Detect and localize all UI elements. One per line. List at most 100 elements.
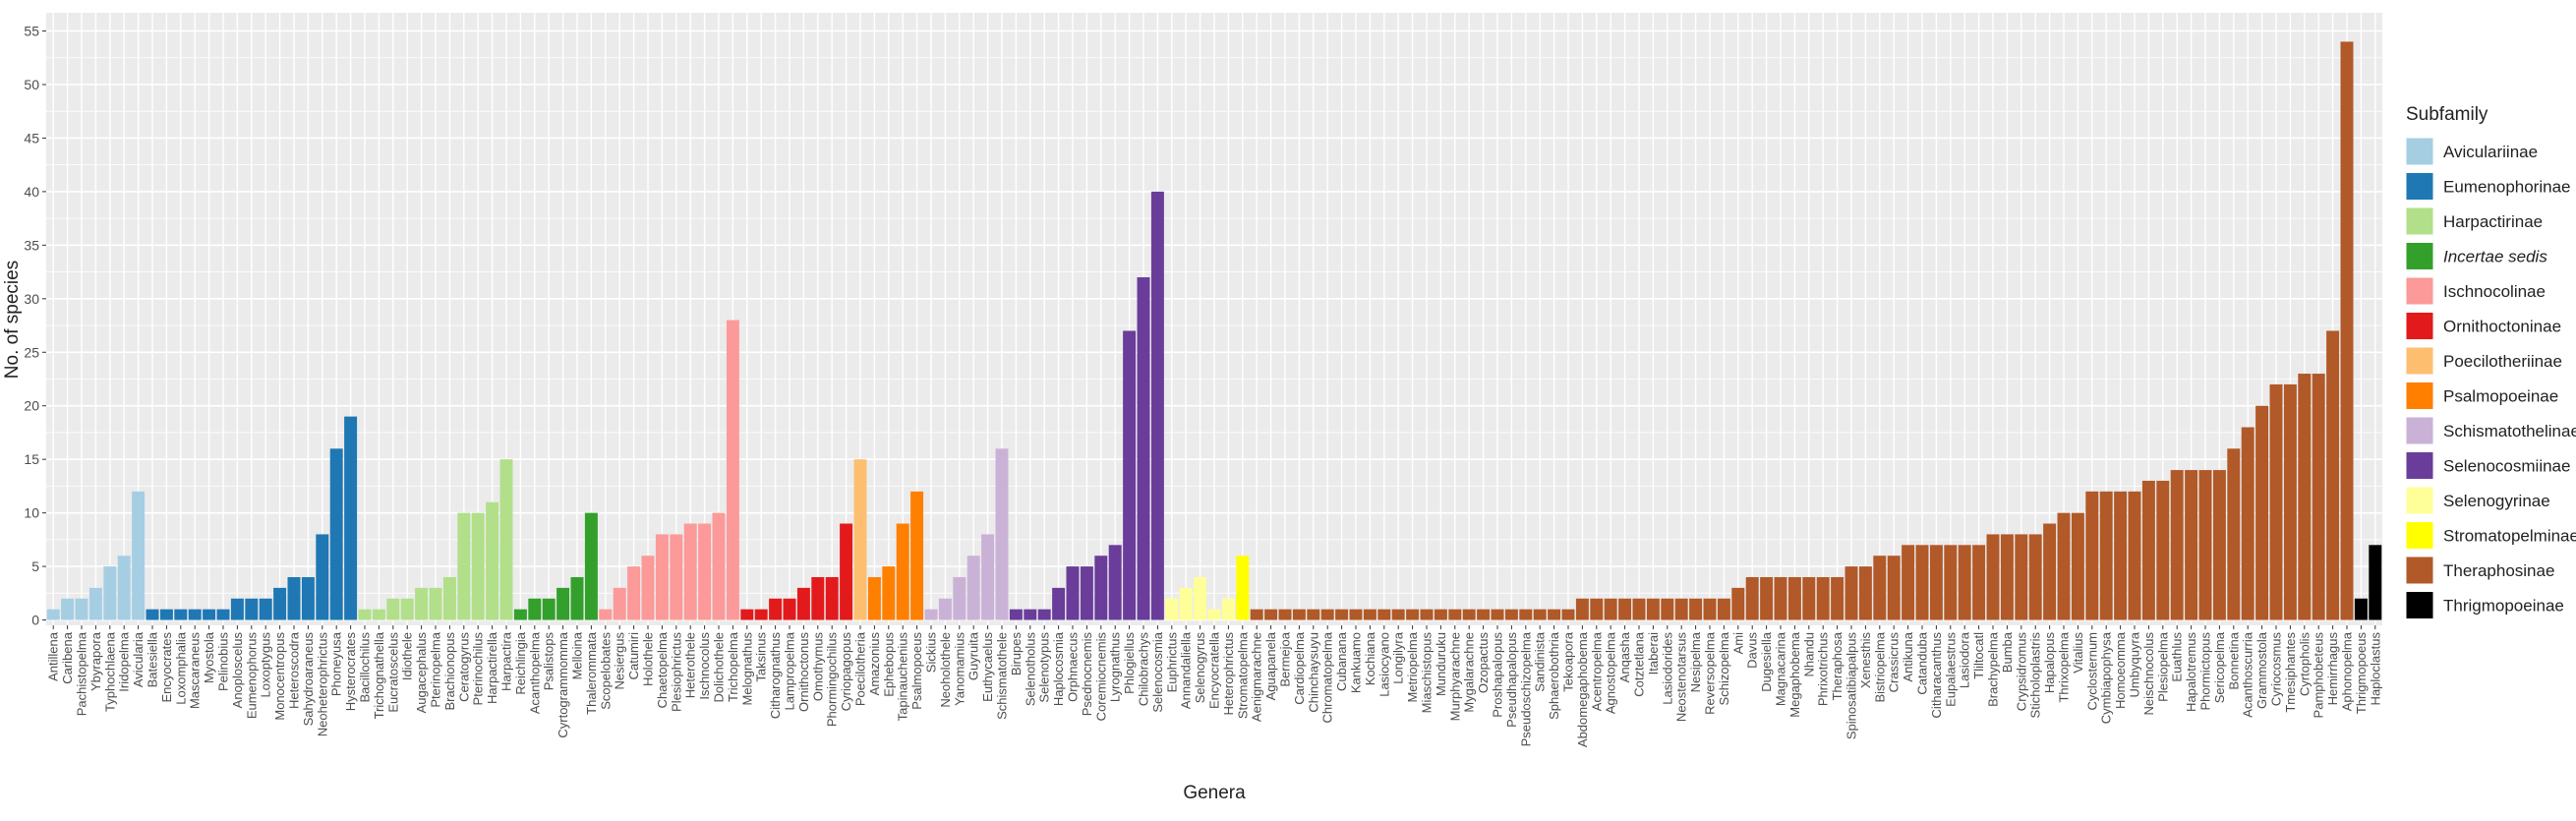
x-tick-label: Pseudoschizopelma — [1518, 631, 1533, 746]
bar — [754, 609, 768, 620]
x-tick-label: Scopelobates — [598, 632, 613, 710]
bar — [1902, 545, 1915, 620]
x-tick-label: Batesiella — [146, 631, 160, 687]
bar — [2085, 491, 2099, 620]
bar — [2312, 374, 2325, 620]
x-tick-label: Cotztetlana — [1632, 631, 1647, 697]
x-tick-label: Bacillochilus — [358, 632, 373, 703]
x-tick-label: Nesipelma — [1688, 631, 1703, 692]
bar — [1037, 609, 1051, 620]
bar — [1462, 609, 1476, 620]
bar — [188, 609, 202, 620]
x-tick-label: Anqasha — [1617, 631, 1632, 682]
bar — [1052, 587, 1066, 620]
legend-label: Stromatopelminae — [2443, 527, 2576, 546]
bar — [400, 598, 414, 620]
x-tick-label: Pelinobius — [216, 632, 231, 691]
bar — [2128, 491, 2141, 620]
x-tick-label: Mascaraneus — [188, 632, 203, 710]
bar — [1320, 609, 1334, 620]
x-tick-label: Miaschistopus — [1420, 632, 1434, 714]
x-tick-label: Bumba — [2000, 631, 2015, 673]
legend-key — [2405, 242, 2434, 270]
bar — [1165, 598, 1179, 620]
x-tick-label: Stromatopelma — [1235, 631, 1250, 719]
bar — [1590, 598, 1604, 620]
bar — [1618, 598, 1632, 620]
x-axis-title: Genera — [1183, 783, 1246, 803]
x-tick-label: Euthycaelus — [980, 632, 995, 702]
x-tick-label: Acentropelma — [1589, 631, 1604, 711]
bar — [1915, 545, 1929, 620]
legend-key — [2405, 346, 2434, 376]
x-tick-label: Hapalopus — [2042, 632, 2057, 694]
bar — [910, 491, 924, 620]
x-tick-label: Vitalius — [2071, 632, 2085, 674]
x-tick-label: Sickius — [924, 632, 939, 674]
bar — [896, 523, 909, 620]
x-tick-label: Iridopelma — [117, 631, 132, 691]
x-tick-label: Acanthopelma — [527, 631, 542, 714]
x-tick-label: Hapalotremus — [2184, 632, 2198, 712]
bar — [1477, 609, 1491, 620]
x-tick-label: Sandinista — [1533, 631, 1548, 691]
bar — [1646, 598, 1660, 620]
x-tick-label: Caribena — [60, 631, 75, 684]
x-tick-label: Cyriocosmus — [2269, 632, 2284, 707]
x-tick-label: Ephebopus — [881, 632, 896, 697]
x-tick-label: Hysterocrates — [343, 632, 358, 712]
bar — [486, 501, 499, 620]
x-tick-label: Cyriopagopus — [839, 632, 853, 712]
bar — [1179, 587, 1193, 620]
bar — [46, 609, 60, 620]
bar — [1236, 556, 1250, 620]
bar — [1406, 609, 1420, 620]
x-tick-label: Citharacanthus — [1929, 632, 1944, 719]
x-tick-label: Psednocnemis — [1080, 632, 1094, 717]
bar — [726, 320, 739, 620]
x-tick-label: Bermejoa — [1278, 631, 1293, 686]
x-tick-label: Idiothele — [400, 632, 415, 680]
x-tick-label: Crassicrus — [1887, 632, 1902, 693]
x-tick-label: Nhandu — [1801, 632, 1816, 677]
bar — [2099, 491, 2113, 620]
bar — [882, 566, 896, 620]
bar — [2141, 480, 2155, 620]
bar — [2212, 470, 2226, 620]
bar — [938, 598, 952, 620]
y-tick-label: 10 — [24, 505, 39, 521]
legend-key — [2405, 591, 2434, 619]
bar — [61, 598, 75, 620]
bar — [528, 598, 542, 620]
y-tick-label: 15 — [24, 451, 39, 467]
x-tick-label: Harpactira — [499, 631, 514, 691]
bar — [811, 576, 825, 620]
bar — [2057, 512, 2071, 620]
x-tick-label: Aguapanela — [1263, 631, 1278, 700]
bar — [1844, 566, 1858, 620]
y-axis-title: No. of species — [2, 261, 23, 379]
legend-label: Thrigmopoeinae — [2443, 597, 2564, 616]
bar — [1887, 556, 1901, 620]
x-tick-label: Homoeomma — [2113, 631, 2128, 709]
x-tick-label: Lasiocyano — [1376, 632, 1391, 697]
x-tick-label: Schizopelma — [1717, 631, 1731, 705]
bar — [132, 491, 146, 620]
x-tick-label: Heterophrictus — [1221, 632, 1236, 716]
bar — [88, 587, 102, 620]
y-tick-label: 30 — [24, 291, 39, 307]
x-tick-label: Loxoptygus — [259, 632, 273, 698]
bar — [203, 609, 216, 620]
x-tick-label: Lasiodora — [1958, 631, 1972, 688]
bar — [2000, 534, 2014, 620]
bar — [840, 523, 853, 620]
bar — [2028, 534, 2042, 620]
bar — [1745, 576, 1759, 620]
x-tick-label: Pseudhapalopus — [1504, 632, 1519, 728]
x-tick-label: Psalmopoeus — [909, 632, 924, 710]
y-tick-label: 40 — [24, 184, 39, 200]
bar — [2241, 427, 2254, 620]
x-tick-label: Chinchaysuyu — [1306, 632, 1320, 713]
bar — [570, 576, 584, 620]
x-tick-label: Pachistopelma — [75, 631, 89, 716]
